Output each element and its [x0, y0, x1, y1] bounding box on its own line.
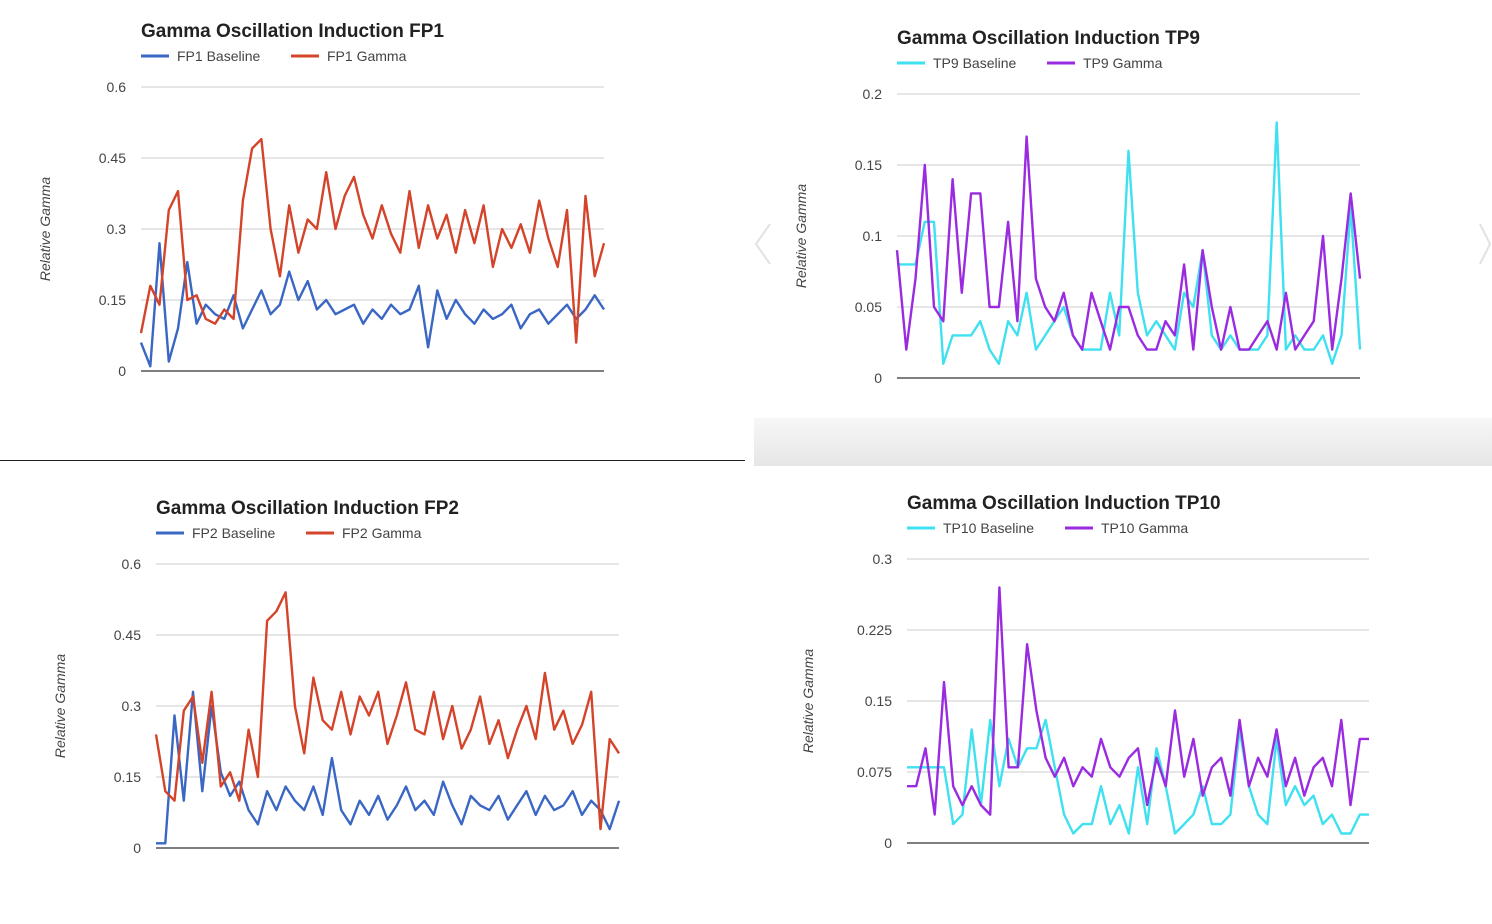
y-axis-label: Relative Gamma — [793, 184, 809, 288]
y-tick-label: 0 — [874, 370, 882, 386]
series-line-tp9-gamma — [895, 135, 1362, 351]
y-axis-label: Relative Gamma — [52, 654, 68, 758]
y-tick-label: 0.45 — [114, 627, 141, 643]
chart-title: Gamma Oscillation Induction TP9 — [897, 28, 1200, 49]
y-tick-label: 0.075 — [857, 764, 892, 780]
chart-title: Gamma Oscillation Induction FP2 — [156, 498, 459, 519]
y-tick-label: 0.6 — [122, 556, 142, 572]
y-axis-label: Relative Gamma — [800, 649, 816, 753]
legend-label: FP1 Gamma — [327, 48, 407, 64]
y-tick-label: 0.15 — [865, 693, 892, 709]
y-tick-label: 0.45 — [99, 150, 126, 166]
series-line-fp2-baseline — [156, 690, 621, 845]
series-line-fp2-gamma — [154, 591, 621, 831]
y-axis-label: Relative Gamma — [37, 177, 53, 281]
y-tick-label: 0.3 — [122, 698, 142, 714]
y-tick-label: 0 — [133, 840, 141, 856]
slide-bottom-band — [754, 418, 1492, 466]
y-tick-label: 0.6 — [107, 79, 127, 95]
legend-label: TP10 Baseline — [943, 520, 1034, 536]
chevron-left-icon[interactable] — [752, 222, 774, 266]
y-tick-label: 0.2 — [863, 86, 883, 102]
series-line-fp1-gamma — [139, 137, 606, 344]
chart-panel-2: Gamma Oscillation Induction TP9 TP9 Basel… — [793, 28, 1362, 386]
series-line-fp1-baseline — [139, 241, 606, 368]
legend-label: FP1 Baseline — [177, 48, 260, 64]
legend-label: FP2 Gamma — [342, 525, 422, 541]
y-tick-label: 0 — [118, 363, 126, 379]
y-tick-label: 0.15 — [99, 292, 126, 308]
legend-label: TP10 Gamma — [1101, 520, 1188, 536]
chart-title: Gamma Oscillation Induction TP10 — [907, 493, 1221, 514]
y-tick-label: 0.225 — [857, 622, 892, 638]
chart-panel-1: Gamma Oscillation Induction FP1 FP1 Basel… — [37, 21, 606, 379]
y-tick-label: 0.1 — [863, 228, 883, 244]
series-line-tp10-gamma — [907, 586, 1369, 816]
y-tick-label: 0.15 — [114, 769, 141, 785]
legend-label: FP2 Baseline — [192, 525, 275, 541]
y-tick-label: 0 — [884, 835, 892, 851]
legend-label: TP9 Gamma — [1083, 55, 1163, 71]
y-tick-label: 0.3 — [873, 551, 893, 567]
legend-label: TP9 Baseline — [933, 55, 1016, 71]
series-line-tp9-baseline — [897, 121, 1362, 365]
chart-panel-4: Gamma Oscillation Induction TP10 TP10 Bas… — [800, 493, 1369, 851]
chart-title: Gamma Oscillation Induction FP1 — [141, 21, 444, 42]
chart-panel-3: Gamma Oscillation Induction FP2 FP2 Basel… — [52, 498, 621, 856]
y-tick-label: 0.3 — [107, 221, 127, 237]
y-tick-label: 0.05 — [855, 299, 882, 315]
y-tick-label: 0.15 — [855, 157, 882, 173]
panel-divider — [0, 460, 745, 461]
chevron-right-icon[interactable] — [1478, 222, 1492, 266]
series-line-tp10-baseline — [907, 718, 1369, 835]
